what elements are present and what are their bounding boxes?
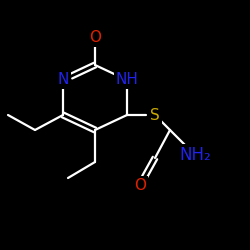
Text: NH: NH <box>116 72 138 88</box>
Text: NH₂: NH₂ <box>179 146 211 164</box>
Text: O: O <box>134 178 146 192</box>
Text: N: N <box>57 72 69 88</box>
Text: S: S <box>150 108 160 122</box>
Text: O: O <box>89 30 101 46</box>
